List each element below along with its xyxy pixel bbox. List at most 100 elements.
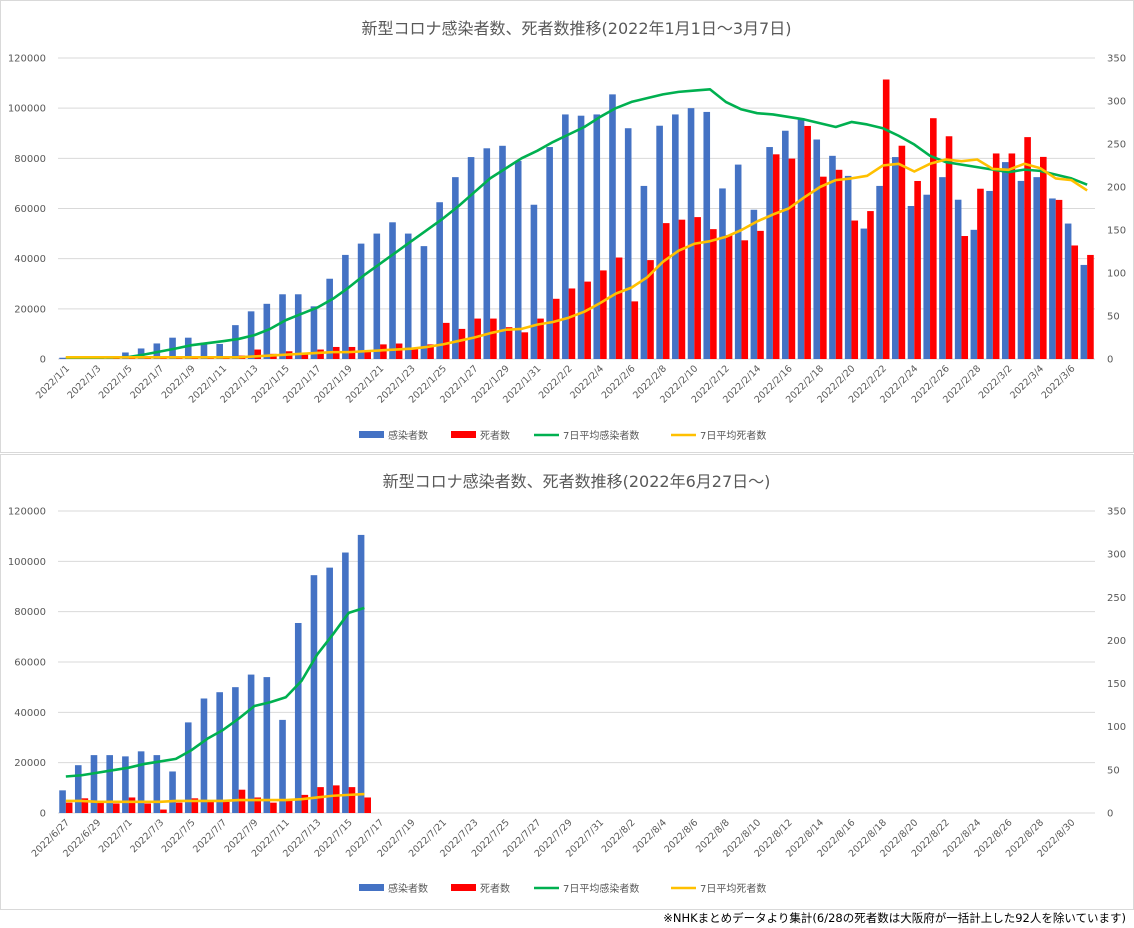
bar-deaths	[1071, 245, 1079, 359]
bar-cases	[404, 233, 412, 359]
bar-cases	[294, 622, 302, 813]
y-right-tick: 350	[1107, 507, 1126, 518]
bar-cases	[357, 534, 365, 813]
y-right-tick: 200	[1107, 183, 1126, 194]
bar-deaths	[175, 802, 183, 813]
bar-cases	[373, 233, 381, 359]
y-right-tick: 150	[1107, 226, 1126, 237]
legend-swatch-cases	[359, 431, 384, 438]
bar-cases	[74, 765, 82, 813]
bar-deaths	[961, 236, 969, 359]
chart-title: 新型コロナ感染者数、死者数推移(2022年1月1日～3月7日)	[362, 19, 792, 38]
bar-deaths	[615, 257, 623, 359]
chart-title: 新型コロナ感染者数、死者数推移(2022年6月27日～)	[383, 472, 771, 491]
bar-deaths	[474, 318, 481, 359]
bar-deaths	[1040, 156, 1047, 359]
bar-cases	[923, 194, 931, 359]
bar-deaths	[992, 153, 1000, 359]
bar-cases	[184, 722, 192, 813]
bar-deaths	[128, 797, 136, 813]
bar-deaths	[820, 176, 827, 359]
bar-cases	[672, 114, 679, 359]
bar-cases	[216, 343, 223, 359]
bar-deaths	[741, 240, 749, 359]
bar-cases	[279, 719, 286, 813]
y-right-tick: 200	[1107, 636, 1126, 647]
bar-deaths	[521, 332, 529, 359]
bar-cases	[844, 175, 852, 359]
y-right-tick: 100	[1107, 269, 1126, 280]
bar-cases	[687, 108, 695, 360]
bar-cases	[326, 567, 333, 813]
bar-cases	[813, 139, 821, 359]
bar-cases	[546, 147, 553, 359]
bar-deaths	[222, 801, 230, 813]
bar-cases	[342, 254, 349, 359]
bar-deaths	[97, 800, 104, 813]
bar-cases	[106, 755, 113, 813]
y-right-tick: 0	[1107, 355, 1113, 366]
y-right-tick: 350	[1107, 54, 1126, 65]
bar-cases	[247, 674, 255, 813]
y-left-tick: 120000	[8, 507, 46, 518]
bar-cases	[184, 337, 192, 359]
bar-deaths	[301, 794, 309, 813]
bar-deaths	[662, 223, 670, 359]
bar-cases	[954, 199, 962, 359]
line-7day-avg-deaths	[65, 158, 1088, 359]
bar-cases	[310, 575, 318, 813]
bar-cases	[499, 145, 506, 359]
bar-deaths	[804, 125, 811, 359]
y-left-tick: 100000	[8, 557, 46, 568]
bar-cases	[294, 294, 302, 359]
bar-deaths	[898, 145, 906, 359]
bar-deaths	[930, 118, 937, 359]
bar-deaths	[254, 797, 262, 813]
bar-cases	[357, 243, 365, 359]
bar-deaths	[757, 230, 764, 359]
bar-deaths	[694, 217, 701, 359]
legend-label: 死者数	[480, 882, 510, 895]
bar-cases	[530, 204, 538, 359]
bar-deaths	[112, 803, 120, 813]
bar-deaths	[788, 158, 796, 359]
bar-deaths	[977, 188, 984, 359]
x-tick-label: 2022/3/6	[1040, 363, 1078, 401]
bar-deaths	[364, 350, 371, 359]
bar-cases	[1049, 198, 1056, 359]
y-right-tick: 0	[1107, 809, 1113, 820]
bar-deaths	[835, 169, 843, 359]
y-right-tick: 100	[1107, 722, 1126, 733]
y-right-tick: 300	[1107, 550, 1126, 561]
bar-cases	[1001, 162, 1009, 359]
bar-deaths	[584, 281, 591, 359]
legend-label: 感染者数	[388, 429, 428, 442]
bar-cases	[420, 246, 428, 359]
bar-deaths	[552, 298, 560, 359]
bar-cases	[122, 756, 129, 813]
chart-panel-jan-mar: 新型コロナ感染者数、死者数推移(2022年1月1日～3月7日) 120000 100…	[0, 0, 1134, 453]
bar-deaths	[600, 270, 607, 359]
bar-deaths	[285, 800, 293, 813]
bar-deaths	[332, 785, 340, 813]
bar-cases	[90, 755, 98, 813]
bar-cases	[279, 294, 286, 359]
bar-cases	[750, 209, 758, 359]
chart-jan-mar: 新型コロナ感染者数、死者数推移(2022年1月1日～3月7日) 120000 100…	[8, 19, 1126, 442]
bar-deaths	[81, 798, 89, 813]
footnote: ※NHKまとめデータより集計(6/28の死者数は大阪府が一括計上した92人を除い…	[663, 911, 1126, 925]
y-left-tick: 60000	[14, 204, 46, 215]
bar-deaths	[270, 802, 277, 813]
bar-cases	[122, 352, 129, 359]
bar-deaths	[380, 344, 387, 359]
bar-deaths	[411, 347, 419, 359]
bar-cases	[232, 687, 239, 813]
bar-cases	[169, 771, 176, 813]
bar-deaths	[568, 288, 576, 359]
bar-deaths	[427, 344, 434, 359]
line-7day-avg-cases	[65, 88, 1088, 360]
bar-deaths	[914, 180, 921, 359]
bar-deaths	[725, 235, 733, 359]
bar-cases	[263, 677, 271, 813]
bar-deaths	[317, 787, 324, 813]
